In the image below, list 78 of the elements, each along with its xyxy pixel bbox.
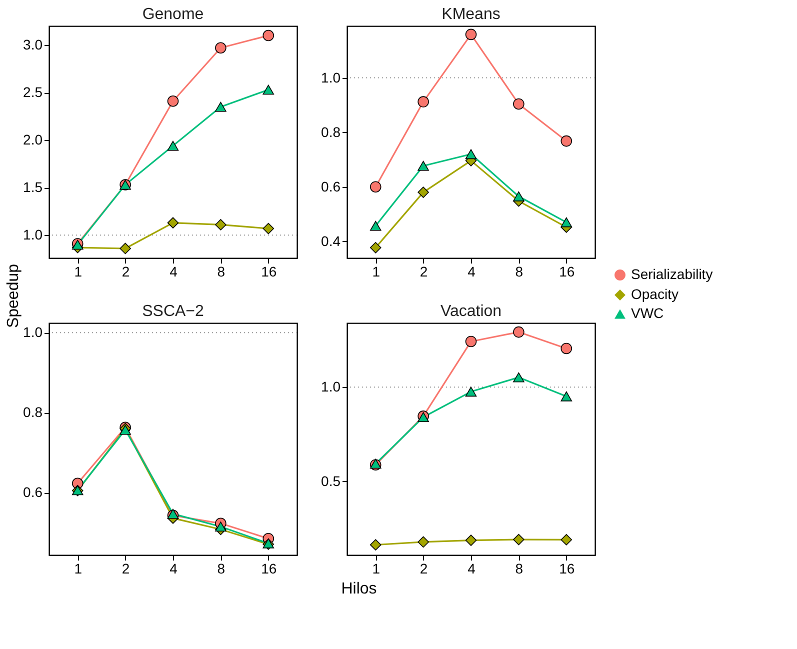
point: [513, 372, 524, 382]
x-tick-label: 8: [515, 264, 524, 280]
y-tick-label: 1.0: [321, 378, 341, 395]
point: [215, 522, 226, 532]
point: [120, 242, 131, 254]
x-tick-label: 16: [559, 560, 575, 576]
x-tick-label: 4: [170, 264, 178, 280]
point: [418, 186, 429, 198]
legend-label: VWC: [631, 305, 664, 321]
x-tick-label: 2: [122, 264, 130, 280]
point: [560, 534, 572, 546]
point: [465, 534, 477, 546]
point: [560, 217, 572, 228]
point: [465, 386, 477, 397]
y-tick-label: 1.0: [23, 324, 43, 340]
x-tick-label: 1: [74, 560, 82, 576]
point: [513, 191, 524, 202]
point: [262, 84, 274, 95]
x-tick-label: 2: [122, 560, 130, 576]
x-tick-label: 1: [372, 264, 380, 280]
x-tick-label: 1: [74, 264, 82, 280]
y-tick-label: 1.0: [23, 226, 43, 243]
x-tick-label: 8: [217, 264, 226, 280]
x-tick-label: 4: [468, 560, 476, 576]
x-tick-label: 16: [559, 264, 575, 280]
x-axis-title: Hilos: [341, 580, 377, 598]
point: [370, 539, 382, 550]
x-tick-label: 1: [372, 560, 380, 576]
y-tick-label: 0.4: [321, 232, 341, 249]
x-tick-label: 2: [420, 560, 428, 576]
y-tick-label: 1.5: [23, 179, 43, 196]
y-tick-label: 2.5: [23, 84, 43, 100]
point: [513, 326, 524, 338]
point: [215, 102, 226, 112]
point: [215, 219, 226, 230]
y-tick-label: 0.8: [23, 404, 43, 420]
point: [215, 42, 226, 54]
point: [560, 135, 572, 147]
chart-title: SSCA−2: [142, 303, 204, 320]
point: [167, 508, 179, 519]
point: [513, 534, 524, 546]
y-axis-title: Speedup: [5, 264, 22, 328]
point: [167, 140, 179, 151]
x-tick-label: 8: [217, 560, 226, 576]
y-tick-label: 0.6: [321, 178, 341, 194]
x-tick-label: 4: [468, 264, 476, 280]
point: [418, 160, 429, 171]
y-tick-label: 1.0: [321, 69, 341, 86]
chart-title: Vacation: [440, 303, 502, 320]
y-tick-label: 0.6: [23, 484, 43, 500]
point: [262, 30, 274, 42]
point: [262, 222, 274, 234]
x-tick-label: 8: [515, 560, 524, 576]
x-tick-label: 16: [261, 264, 277, 280]
y-tick-label: 0.8: [321, 124, 341, 140]
point: [560, 391, 572, 402]
point: [513, 98, 524, 110]
legend-label: Opacity: [631, 286, 678, 302]
point: [370, 242, 382, 254]
point: [370, 181, 382, 192]
point: [418, 96, 429, 108]
point: [167, 95, 179, 107]
point: [560, 342, 572, 354]
x-tick-label: 2: [420, 264, 428, 280]
chart-title: KMeans: [442, 6, 500, 23]
y-tick-label: 2.0: [23, 132, 43, 148]
chart-title: Genome: [142, 6, 204, 23]
y-tick-label: 3.0: [23, 36, 43, 53]
point: [465, 28, 477, 40]
x-tick-label: 16: [261, 560, 277, 576]
legend-label: Serializability: [631, 266, 713, 282]
point: [465, 336, 477, 348]
point: [465, 149, 477, 160]
point: [418, 536, 429, 548]
x-tick-label: 4: [170, 560, 178, 576]
point: [370, 220, 382, 231]
point: [167, 217, 179, 228]
y-tick-label: 0.5: [321, 472, 341, 489]
